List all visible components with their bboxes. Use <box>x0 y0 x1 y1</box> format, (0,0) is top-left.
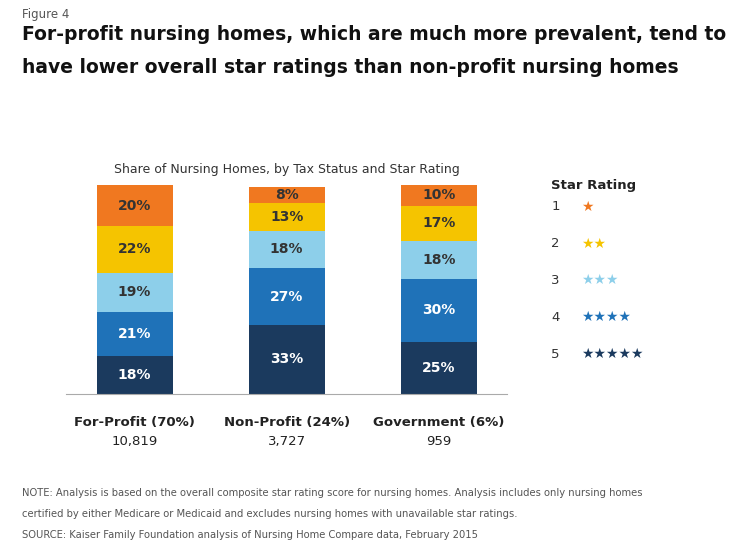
Text: ★★: ★★ <box>581 236 606 251</box>
Text: certified by either Medicare or Medicaid and excludes nursing homes with unavail: certified by either Medicare or Medicaid… <box>22 509 517 518</box>
Bar <box>248 203 325 231</box>
Text: 10,819: 10,819 <box>112 435 158 449</box>
Bar <box>401 241 477 279</box>
Bar <box>96 185 173 226</box>
Text: 20%: 20% <box>118 198 151 213</box>
Text: For-Profit (70%): For-Profit (70%) <box>74 416 195 429</box>
Bar <box>96 273 173 312</box>
Text: 21%: 21% <box>118 327 151 341</box>
Text: 5: 5 <box>551 348 560 360</box>
Text: 27%: 27% <box>270 290 304 304</box>
Text: For-profit nursing homes, which are much more prevalent, tend to: For-profit nursing homes, which are much… <box>22 25 726 44</box>
Text: 959: 959 <box>426 435 451 449</box>
Text: 18%: 18% <box>118 368 151 382</box>
Text: 33%: 33% <box>270 353 304 366</box>
Bar <box>96 356 173 394</box>
Text: 13%: 13% <box>270 210 304 224</box>
Text: Star Rating: Star Rating <box>551 179 637 192</box>
Bar <box>401 279 477 342</box>
Text: 30%: 30% <box>422 303 456 317</box>
Text: ★★★: ★★★ <box>581 273 618 287</box>
Bar <box>96 312 173 356</box>
Bar <box>96 226 173 273</box>
Text: Share of Nursing Homes, by Tax Status and Star Rating: Share of Nursing Homes, by Tax Status an… <box>114 163 459 176</box>
Text: Non-Profit (24%): Non-Profit (24%) <box>223 416 350 429</box>
Bar <box>248 325 325 394</box>
Text: SOURCE: Kaiser Family Foundation analysis of Nursing Home Compare data, February: SOURCE: Kaiser Family Foundation analysi… <box>22 530 478 539</box>
Text: ★★★★: ★★★★ <box>581 310 631 324</box>
Text: 3: 3 <box>551 274 560 287</box>
Text: FOUNDATION: FOUNDATION <box>622 531 668 536</box>
Text: 10%: 10% <box>422 188 456 202</box>
Text: ★★★★★: ★★★★★ <box>581 347 643 361</box>
Text: Government (6%): Government (6%) <box>373 416 504 429</box>
Bar <box>248 231 325 268</box>
Text: 1: 1 <box>551 200 560 213</box>
Text: 17%: 17% <box>422 217 456 230</box>
Bar <box>248 187 325 203</box>
Bar <box>401 185 477 206</box>
Text: 2: 2 <box>551 237 560 250</box>
Text: 25%: 25% <box>422 361 456 375</box>
Bar <box>401 206 477 241</box>
Text: 18%: 18% <box>270 242 304 257</box>
Text: 4: 4 <box>551 311 559 323</box>
Text: 8%: 8% <box>275 188 298 202</box>
Text: 19%: 19% <box>118 285 151 299</box>
Text: 18%: 18% <box>422 253 456 267</box>
Text: NOTE: Analysis is based on the overall composite star rating score for nursing h: NOTE: Analysis is based on the overall c… <box>22 488 642 498</box>
Text: THE HENRY J.: THE HENRY J. <box>622 493 668 498</box>
Text: KAISER: KAISER <box>621 501 669 515</box>
Bar <box>401 342 477 394</box>
Text: 3,727: 3,727 <box>268 435 306 449</box>
Text: FAMILY: FAMILY <box>622 514 668 527</box>
Bar <box>248 268 325 325</box>
Text: have lower overall star ratings than non-profit nursing homes: have lower overall star ratings than non… <box>22 58 678 77</box>
Text: 22%: 22% <box>118 242 151 257</box>
Text: ★: ★ <box>581 199 593 214</box>
Text: Figure 4: Figure 4 <box>22 8 69 21</box>
